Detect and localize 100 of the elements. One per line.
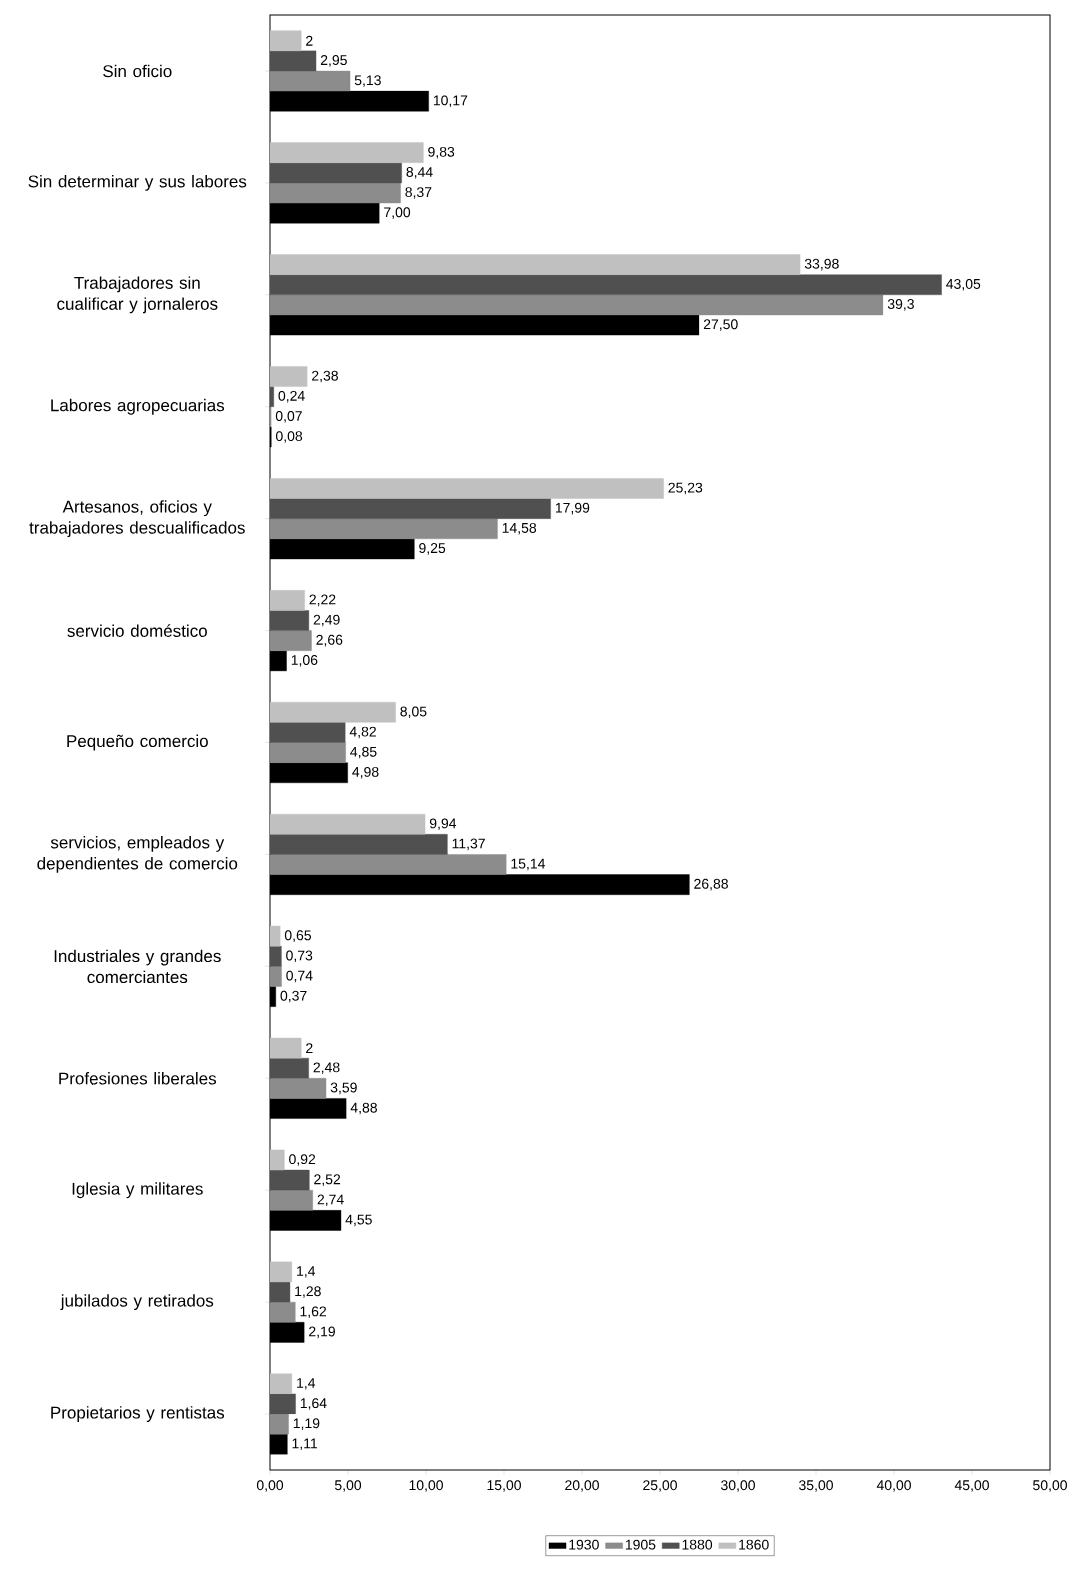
bar: [270, 1393, 296, 1415]
data-label: 4,98: [352, 766, 379, 779]
x-tick-label: 5,00: [334, 1480, 362, 1492]
data-label: 0,92: [289, 1154, 316, 1166]
data-label: 8,44: [406, 167, 433, 179]
data-label: 0,24: [278, 390, 305, 403]
bar: [270, 386, 274, 407]
data-label: 9,25: [419, 543, 446, 555]
bar: [270, 30, 302, 52]
bar: [270, 946, 282, 967]
x-tick-label: 25,00: [643, 1480, 677, 1492]
data-label: 10,17: [433, 95, 468, 107]
x-tick-label: 35,00: [799, 1480, 833, 1492]
bar: [270, 834, 448, 855]
data-label: 1,06: [291, 655, 318, 667]
bar: [270, 254, 801, 275]
x-tick-label: 0,00: [256, 1480, 284, 1492]
data-label: 8,37: [405, 187, 432, 199]
bar: [270, 925, 281, 947]
data-label: 2,48: [313, 1062, 340, 1074]
bar: [270, 1057, 309, 1079]
bar: [270, 813, 426, 835]
data-label: 7,00: [384, 207, 411, 219]
data-label: 43,05: [946, 278, 981, 291]
data-label: 2: [306, 35, 313, 46]
y-tick-label: Trabajadores sin cualificar y jornaleros: [57, 276, 218, 314]
data-label: 2,38: [312, 370, 338, 383]
data-label: 25,23: [668, 482, 703, 495]
y-tick-label: servicio doméstico: [67, 624, 207, 637]
data-label: 2,22: [309, 594, 336, 607]
bar: [270, 1281, 291, 1303]
data-label: 2,74: [317, 1194, 344, 1207]
data-label: 14,58: [502, 522, 537, 535]
y-tick-label: Pequeño comercio: [67, 734, 208, 751]
data-label: 1,28: [295, 1286, 321, 1298]
bar: [270, 1149, 285, 1171]
data-label: 0,65: [284, 930, 311, 942]
data-label: 1,64: [300, 1398, 327, 1410]
bar: [270, 610, 310, 631]
x-tick-label: 10,00: [409, 1480, 443, 1492]
data-label: 0,07: [275, 411, 302, 423]
bar: [270, 498, 551, 519]
data-label: 0,74: [286, 970, 313, 983]
y-tick-label: Sin determinar y sus labores: [28, 174, 247, 191]
data-label: 15,14: [511, 858, 545, 871]
bar: [270, 1037, 302, 1059]
data-label: 5,13: [354, 75, 381, 87]
legend-label: 1930: [569, 1539, 599, 1550]
y-tick-label: Iglesia y militares: [72, 1182, 203, 1199]
y-tick-label: Sin oficio: [103, 64, 172, 78]
x-tick-label: 15,00: [487, 1480, 521, 1492]
bar: [270, 1373, 293, 1395]
data-label: 33,98: [804, 258, 839, 271]
y-tick-label: Artesanos, oficios y trabajadores descualificados: [29, 500, 245, 538]
y-tick-label: servicios, empleados y dependientes de comercio: [37, 836, 238, 873]
bar: [270, 1261, 293, 1283]
bar: [270, 478, 664, 499]
data-label: 4,82: [349, 726, 376, 739]
data-label: 11,37: [452, 838, 485, 851]
data-label: 1,19: [293, 1418, 320, 1430]
y-tick-label: Profesiones liberales: [59, 1072, 217, 1085]
y-tick-label: Labores agropecuarias: [51, 398, 225, 415]
data-label: 1,4: [297, 1378, 316, 1390]
data-label: 0,08: [276, 431, 303, 443]
data-label: 2,95: [320, 55, 347, 67]
y-tick-label: Industriales y grandes comerciantes: [54, 949, 221, 984]
legend-label: 1880: [682, 1539, 713, 1550]
bar: [270, 162, 402, 184]
bar: [270, 274, 942, 296]
data-label: 3,59: [330, 1082, 357, 1095]
data-label: 2: [306, 1043, 313, 1053]
data-label: 2,66: [316, 634, 343, 647]
data-label: 4,85: [350, 746, 377, 759]
bar: [270, 722, 346, 743]
data-label: 26,88: [694, 878, 728, 891]
data-label: 39,3: [887, 299, 914, 311]
legend-label: 1860: [739, 1539, 769, 1550]
x-tick-label: 45,00: [954, 1480, 989, 1492]
x-tick-label: 30,00: [721, 1480, 755, 1492]
data-label: 9,83: [428, 146, 455, 159]
x-tick-label: 50,00: [1033, 1480, 1067, 1492]
bar: [270, 590, 305, 611]
x-tick-label: 40,00: [876, 1480, 911, 1492]
y-tick-label: Propietarios y rentistas: [51, 1406, 225, 1422]
data-label: 17,99: [555, 502, 590, 515]
data-label: 1,11: [292, 1438, 318, 1450]
y-tick-label: jubilados y retirados: [60, 1294, 214, 1311]
bar: [270, 142, 424, 163]
data-label: 9,94: [429, 818, 457, 830]
bar: [270, 366, 308, 387]
data-label: 2,19: [309, 1326, 335, 1339]
data-label: 2,49: [313, 614, 340, 627]
bar: [270, 50, 317, 72]
data-label: 27,50: [703, 319, 738, 331]
data-label: 1,4: [297, 1266, 316, 1278]
bar: [270, 1169, 310, 1191]
data-label: 0,37: [280, 990, 307, 1003]
x-tick-label: 20,00: [565, 1480, 599, 1492]
data-label: 2,52: [314, 1174, 341, 1186]
data-label: 4,55: [345, 1214, 372, 1227]
